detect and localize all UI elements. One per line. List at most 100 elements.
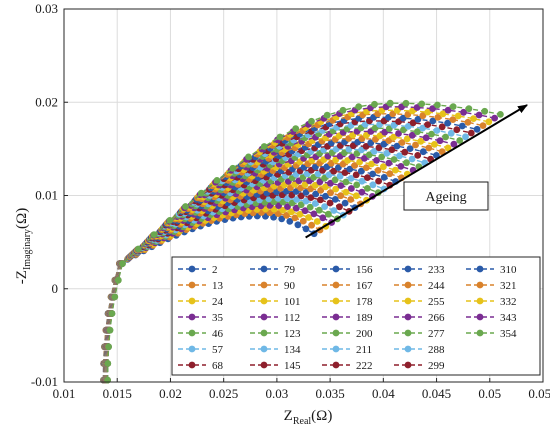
legend-marker [332, 345, 340, 353]
legend-marker [404, 265, 412, 273]
data-point [283, 212, 290, 219]
data-point [390, 156, 398, 163]
data-point [456, 137, 464, 144]
legend-entry-35: 35 [178, 312, 224, 324]
data-point [278, 215, 286, 223]
data-point [436, 137, 444, 145]
data-point [369, 181, 377, 189]
data-point [348, 185, 355, 192]
data-point [284, 203, 291, 211]
legend-label: 288 [428, 344, 445, 356]
data-point [481, 107, 489, 115]
data-point [413, 104, 421, 111]
data-point [348, 153, 356, 161]
legend-marker [260, 345, 268, 353]
data-point [150, 231, 158, 239]
legend-entry-178: 178 [322, 296, 373, 308]
data-point [352, 171, 360, 179]
legend-label: 156 [356, 264, 373, 276]
legend-entry-244: 244 [394, 280, 445, 292]
x-axis-label: ZReal(Ω) [284, 408, 333, 427]
legend-entry-156: 156 [322, 264, 373, 276]
data-point [336, 172, 344, 180]
data-point [385, 137, 393, 145]
legend-entry-123: 123 [250, 328, 301, 340]
y-axis-label: -ZImaginary(Ω) [14, 208, 33, 284]
legend-marker [188, 329, 196, 337]
legend-marker [260, 361, 268, 369]
legend-label: 112 [284, 312, 300, 324]
legend-entry-134: 134 [250, 344, 301, 356]
data-point [371, 100, 378, 108]
data-point [380, 174, 388, 181]
data-point [347, 175, 355, 182]
data-point [470, 115, 477, 122]
legend-marker [332, 329, 340, 337]
legend-marker [476, 265, 484, 273]
data-point [306, 203, 314, 211]
data-point [376, 132, 384, 140]
legend-entry-266: 266 [394, 312, 445, 324]
data-point [307, 194, 315, 202]
series-354 [104, 99, 504, 384]
data-point [370, 147, 378, 155]
data-point [347, 196, 355, 203]
legend-marker [332, 361, 340, 369]
data-point [473, 125, 481, 133]
data-point [364, 174, 371, 182]
data-point [401, 148, 409, 156]
data-point [293, 196, 301, 203]
x-tick-label: 0.04 [372, 386, 395, 401]
data-point [372, 135, 379, 143]
legend-label: 277 [428, 328, 445, 340]
data-point [442, 133, 449, 141]
data-point [311, 181, 319, 189]
legend-label: 343 [500, 312, 517, 324]
data-point [292, 125, 300, 132]
data-point [462, 133, 469, 141]
legend-entry-145: 145 [250, 360, 301, 372]
data-point [327, 179, 334, 187]
data-point [292, 204, 300, 212]
data-point [375, 144, 383, 152]
ageing-label-box [403, 181, 489, 211]
y-tick-label: 0 [52, 281, 59, 296]
legend-label: 354 [500, 328, 517, 340]
data-point [429, 117, 437, 125]
legend-marker [404, 313, 412, 321]
ageing-arrow [305, 104, 528, 239]
data-point [381, 128, 389, 136]
data-point [213, 177, 221, 184]
legend-marker [188, 361, 196, 369]
data-point [288, 208, 295, 216]
legend-label: 332 [500, 296, 517, 308]
data-point [301, 207, 309, 215]
y-tick-label: 0.03 [35, 1, 58, 16]
data-point [337, 182, 345, 190]
data-point [386, 170, 394, 178]
data-point [458, 122, 466, 130]
data-point [344, 157, 351, 164]
legend-marker [260, 329, 268, 337]
data-point [453, 126, 461, 134]
legend-entry-167: 167 [322, 280, 373, 292]
legend: 2 13 24 35 46 57 68 79 90 101 112 123 134 145 156 167 17… [178, 264, 517, 372]
data-point [386, 99, 394, 107]
legend-marker [260, 281, 268, 289]
legend-marker [188, 313, 196, 321]
legend-label: 68 [212, 360, 224, 372]
data-point [419, 124, 426, 132]
data-point [310, 210, 318, 218]
data-point [450, 140, 458, 148]
data-point [308, 221, 315, 229]
data-point [104, 360, 112, 367]
data-point [322, 183, 329, 191]
legend-marker [476, 281, 484, 289]
data-point [368, 160, 375, 168]
data-point [395, 130, 402, 137]
data-point [358, 146, 365, 154]
data-point [229, 164, 237, 172]
legend-label: 222 [356, 360, 373, 372]
data-point [308, 117, 315, 125]
data-point [428, 130, 435, 138]
